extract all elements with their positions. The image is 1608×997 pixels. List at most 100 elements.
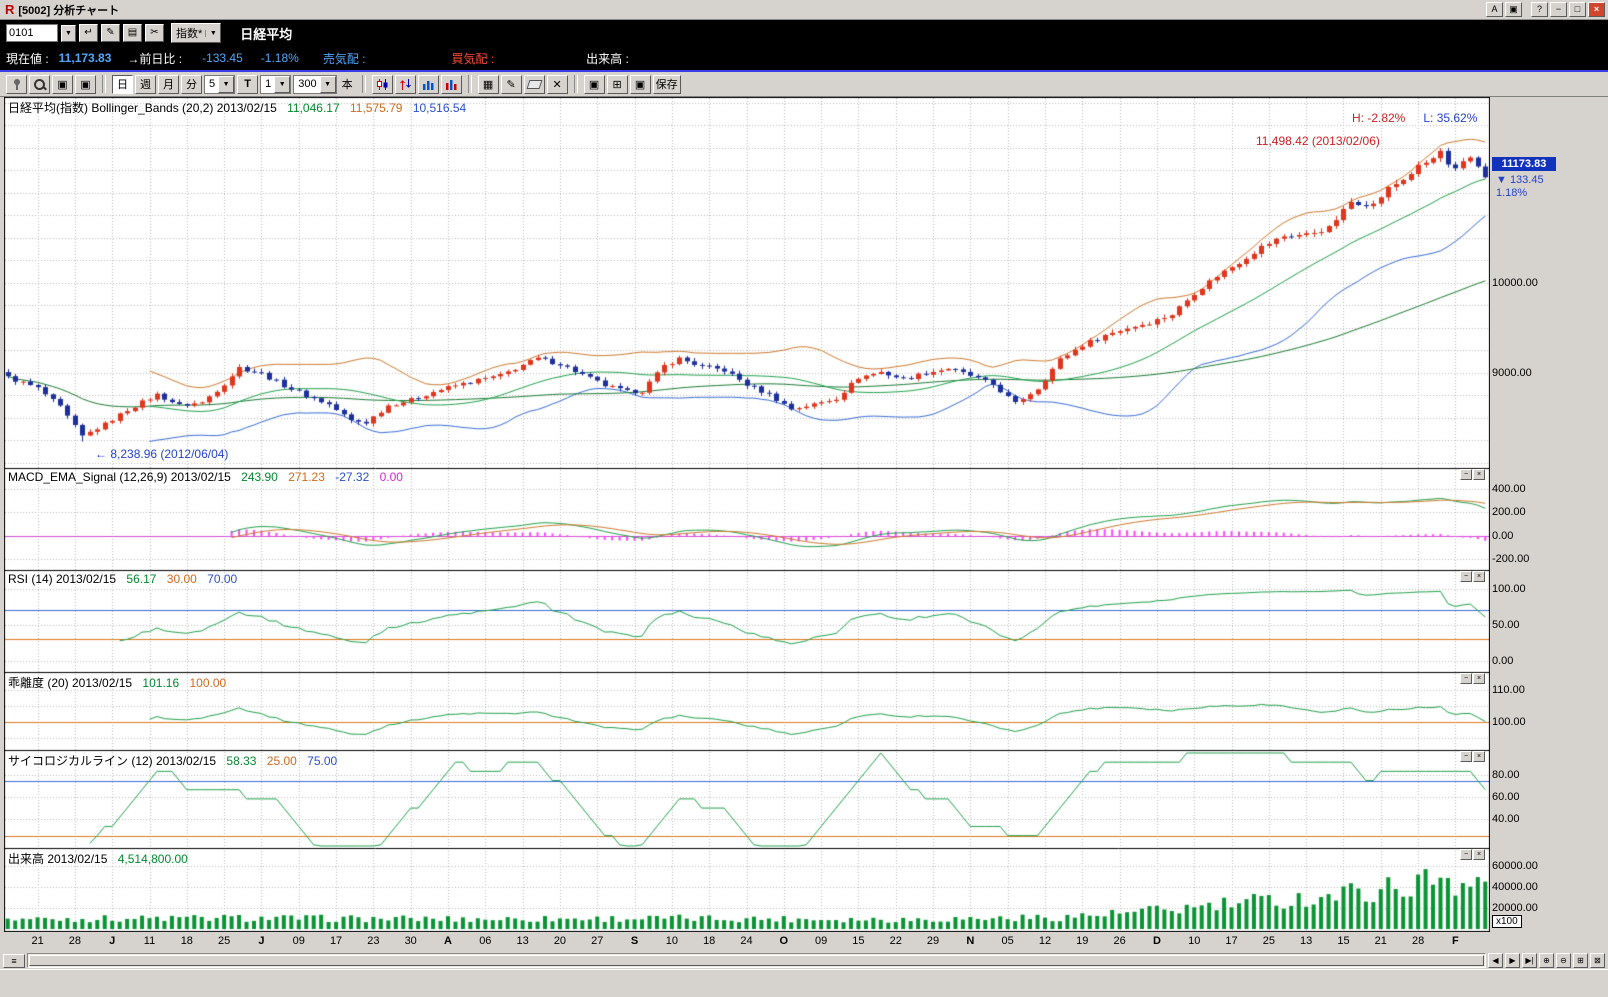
period-monthly-button[interactable]: 月: [158, 74, 179, 94]
change-percent: -1.18%: [260, 51, 299, 65]
macd-axis-label: -200.00: [1492, 553, 1530, 566]
hilo-chart-button[interactable]: [394, 74, 416, 94]
psych-value: 58.33: [226, 754, 257, 768]
zoom-button[interactable]: [29, 74, 50, 94]
candle-chart-button[interactable]: [371, 74, 393, 94]
category-dropdown-value: 指数*: [176, 28, 203, 40]
grid-toggle-button[interactable]: ▦: [477, 74, 499, 94]
erase-button[interactable]: [523, 74, 545, 94]
xaxis-label: D: [1152, 935, 1161, 947]
psych-axis-label: 80.00: [1492, 769, 1520, 782]
tick-button[interactable]: T: [237, 74, 259, 94]
bar-count-value: 300: [298, 78, 317, 90]
xaxis-label: A: [444, 935, 452, 947]
period-weekly-button[interactable]: 週: [135, 74, 156, 94]
kairi-close-button[interactable]: ×: [1473, 673, 1485, 684]
close-button[interactable]: ×: [1588, 2, 1605, 17]
rsi-close-button[interactable]: ×: [1473, 571, 1485, 582]
scroll-grip-button[interactable]: ≡: [3, 953, 25, 968]
psych-axis-label: 40.00: [1492, 813, 1520, 826]
category-dropdown[interactable]: 指数* ▼: [171, 23, 222, 43]
psych-lower-value: 25.00: [266, 754, 297, 768]
bar-chart-button[interactable]: [417, 74, 439, 94]
period-minute-button[interactable]: 分: [181, 74, 202, 94]
tile-panels-button[interactable]: ⊞: [1573, 953, 1588, 968]
scroll-left-button[interactable]: ◀: [1488, 953, 1503, 968]
psych-axis-label: 60.00: [1492, 791, 1520, 804]
new-page-button[interactable]: ▣: [75, 74, 96, 94]
save-button[interactable]: 保存: [652, 74, 681, 94]
toolbar-separator: [467, 75, 472, 93]
volume-minimize-button[interactable]: −: [1460, 849, 1472, 860]
xaxis-label: 22: [889, 935, 902, 947]
toolbar-separator: [102, 75, 106, 93]
tick-param-select[interactable]: 1 ▼: [260, 74, 292, 94]
xaxis-label: 18: [180, 935, 193, 947]
maximize-button[interactable]: □: [1569, 2, 1586, 17]
layout-single-button[interactable]: ▣: [583, 74, 605, 94]
edit-button[interactable]: ✎: [101, 24, 120, 42]
xaxis-label: 09: [814, 935, 828, 947]
list-button[interactable]: ▤: [123, 24, 142, 42]
pin-button[interactable]: [6, 74, 27, 94]
price-change-annotation: ▼ 133.45: [1496, 174, 1544, 186]
bollinger-upper-value: 11,575.79: [349, 101, 403, 115]
colored-bar-chart-button[interactable]: [440, 74, 462, 94]
red-blue-bars-icon: [445, 79, 457, 90]
chart-canvas[interactable]: [4, 97, 1490, 932]
bottom-frame: [0, 969, 1608, 997]
pin-icon: [11, 78, 23, 91]
annotation-a-button[interactable]: A: [1486, 2, 1503, 17]
draw-button[interactable]: ✎: [500, 74, 522, 94]
xaxis-label: 06: [479, 935, 492, 947]
rsi-axis-label: 0.00: [1492, 654, 1514, 667]
copy-page-button[interactable]: ▣: [52, 74, 73, 94]
psych-close-button[interactable]: ×: [1473, 751, 1485, 762]
bar-unit-label: 本: [341, 79, 353, 91]
close-panel-button[interactable]: ⊠: [1590, 953, 1605, 968]
volume-close-button[interactable]: ×: [1473, 849, 1485, 860]
main-axis-label: 9000.00: [1492, 366, 1532, 379]
scrollbar-track[interactable]: [27, 953, 1486, 968]
xaxis-label: 10: [665, 935, 678, 947]
scrollbar-thumb[interactable]: [29, 955, 1484, 966]
layout-new-button[interactable]: ▣: [629, 74, 651, 94]
period-param-select[interactable]: 5 ▼: [204, 74, 236, 94]
macd-diff-value: -27.32: [335, 470, 370, 484]
scroll-end-button[interactable]: ▶|: [1522, 953, 1537, 968]
help-button[interactable]: ?: [1531, 2, 1548, 17]
code-dropdown-button[interactable]: ▼: [61, 24, 76, 42]
scroll-right-button[interactable]: ▶: [1505, 953, 1520, 968]
macd-axis-label: 200.00: [1492, 506, 1526, 519]
xaxis-label: J: [109, 935, 116, 947]
kairi-axis-label: 110.00: [1492, 683, 1525, 696]
period-daily-button[interactable]: 日: [112, 74, 133, 94]
cut-button[interactable]: ✂: [145, 24, 164, 42]
macd-minimize-button[interactable]: −: [1460, 469, 1472, 480]
zoom-out-button[interactable]: ⊖: [1556, 953, 1571, 968]
enter-button[interactable]: ↵: [79, 24, 98, 42]
psych-upper-value: 75.00: [307, 754, 338, 768]
macd-panel-controls: − ×: [1460, 469, 1485, 480]
zoom-in-button[interactable]: ⊕: [1539, 953, 1554, 968]
rsi-axis-label: 100.00: [1492, 582, 1526, 595]
chart-area: 日経平均(指数) Bollinger_Bands (20,2) 2013/02/…: [0, 97, 1608, 932]
delete-drawing-button[interactable]: ✕: [546, 74, 568, 94]
xaxis-label: 29: [926, 935, 940, 947]
psych-minimize-button[interactable]: −: [1460, 751, 1472, 762]
macd-close-button[interactable]: ×: [1473, 469, 1485, 480]
symbol-code-input[interactable]: [6, 24, 58, 42]
copy-window-button[interactable]: ▣: [1505, 2, 1522, 17]
macd-axis-label: 400.00: [1492, 482, 1526, 495]
chevron-down-icon: ▼: [218, 75, 235, 93]
toolbar-separator: [573, 75, 578, 93]
psych-panel-controls: − ×: [1460, 751, 1485, 762]
vol-axis-label: 20000.00: [1492, 902, 1538, 915]
kairi-minimize-button[interactable]: −: [1460, 673, 1472, 684]
rsi-minimize-button[interactable]: −: [1460, 571, 1472, 582]
bar-count-select[interactable]: 300 ▼: [293, 74, 337, 94]
volume-unit-label: x100: [1492, 915, 1522, 928]
layout-multi-button[interactable]: ⊞: [606, 74, 628, 94]
symbol-bar: ▼ ↵ ✎ ▤ ✂ 指数* ▼ 日経平均: [0, 20, 1608, 46]
minimize-button[interactable]: −: [1550, 2, 1567, 17]
